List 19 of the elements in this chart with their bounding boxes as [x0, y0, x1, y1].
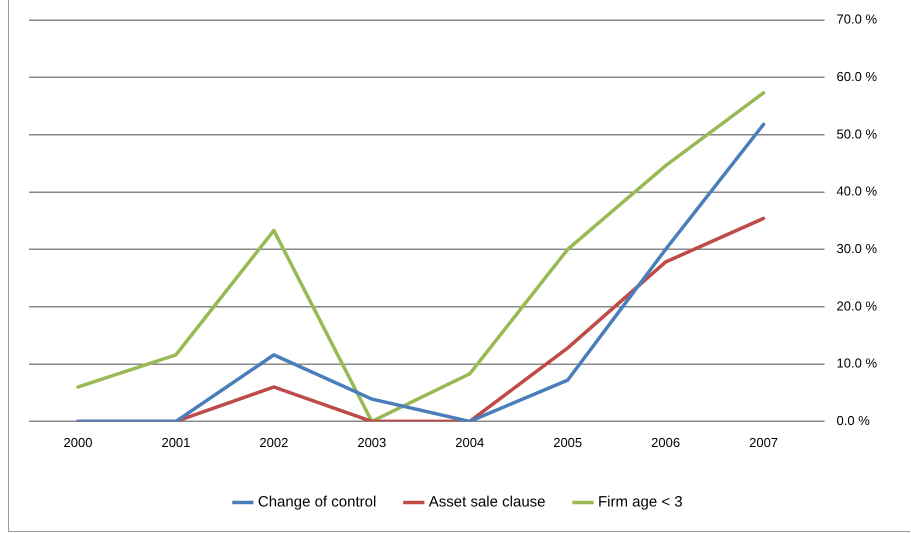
legend-label: Change of control — [258, 494, 376, 511]
x-tick-label: 2007 — [749, 434, 778, 450]
x-tick-label: 2003 — [357, 434, 386, 450]
y-tick-label: 30.0 % — [836, 240, 878, 256]
legend-label: Asset sale clause — [428, 494, 546, 511]
y-tick-label: 0.0 % — [836, 412, 870, 428]
legend-label: Firm age < 3 — [598, 494, 683, 511]
x-tick-label: 2000 — [64, 434, 92, 450]
y-tick-label: 10.0 % — [836, 356, 878, 371]
x-tick-label: 2002 — [259, 434, 288, 450]
y-tick-label: 70.0 % — [836, 12, 878, 27]
x-tick-label: 2001 — [161, 434, 190, 450]
x-tick-label: 2006 — [651, 434, 680, 450]
y-tick-label: 50.0 % — [836, 126, 878, 142]
x-tick-label: 2004 — [455, 434, 484, 450]
y-tick-label: 60.0 % — [836, 68, 878, 84]
x-tick-label: 2005 — [553, 434, 582, 450]
y-tick-label: 20.0 % — [836, 298, 878, 314]
y-tick-label: 40.0 % — [836, 184, 878, 199]
